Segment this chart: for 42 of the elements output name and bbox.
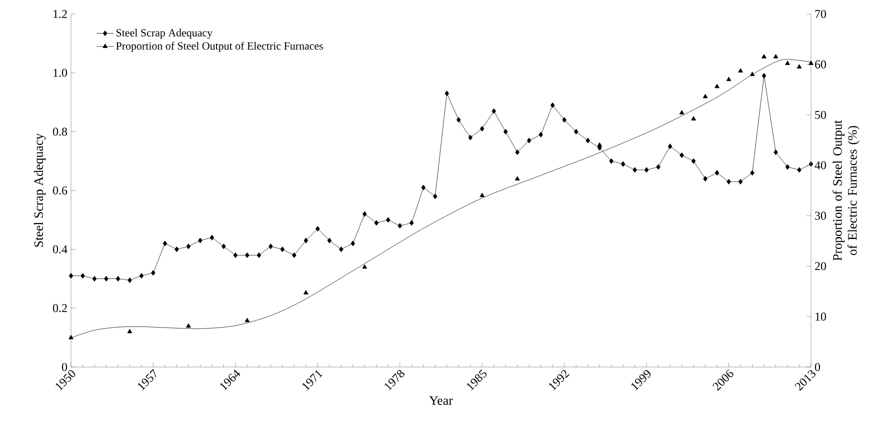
point bbox=[726, 76, 732, 82]
point bbox=[597, 142, 602, 147]
y2-tick-label: 50 bbox=[815, 110, 826, 119]
x-axis-title: Year bbox=[429, 396, 453, 405]
y2-tick-label: 10 bbox=[816, 312, 826, 321]
point bbox=[679, 110, 684, 114]
y2-tick-label: 0 bbox=[814, 362, 820, 372]
point bbox=[738, 68, 743, 72]
point bbox=[362, 264, 368, 269]
y2-tick-label: 30 bbox=[815, 212, 826, 220]
legend-label: Steel Scrap Adequacy bbox=[116, 28, 213, 39]
point bbox=[808, 60, 814, 65]
point bbox=[691, 116, 696, 120]
y-tick-label: 0.2 bbox=[52, 304, 67, 312]
legend-label: Proportion of Steel Output of Electric Furnaces bbox=[116, 42, 323, 52]
point bbox=[750, 72, 755, 76]
y-tick-label: 0.6 bbox=[52, 186, 68, 195]
point bbox=[514, 176, 520, 180]
y2-axis-title: Proportion of Steel Output of Electric Furnaces (%) bbox=[832, 120, 860, 261]
point bbox=[702, 94, 708, 98]
point bbox=[186, 323, 191, 328]
y-axis-title: Steel Scrap Adequacy bbox=[34, 133, 46, 247]
point bbox=[127, 328, 132, 334]
y-tick-label: 0.8 bbox=[52, 128, 68, 136]
point bbox=[773, 54, 778, 58]
x-tick-label: 1971 bbox=[302, 370, 323, 390]
y2-tick-label: 70 bbox=[815, 10, 826, 18]
point bbox=[303, 290, 308, 294]
y-tick-label: 1.0 bbox=[54, 68, 68, 77]
y-tick-label: 0 bbox=[62, 362, 68, 372]
point bbox=[244, 318, 250, 322]
point bbox=[68, 334, 74, 340]
y-tick-label: 0.4 bbox=[52, 245, 68, 254]
y-tick-label: 1.2 bbox=[54, 10, 67, 18]
y2-tick-label: 60 bbox=[815, 60, 826, 68]
point bbox=[796, 64, 802, 68]
y2-tick-label: 20 bbox=[815, 262, 826, 270]
point bbox=[714, 84, 720, 88]
point bbox=[785, 60, 790, 65]
y2-tick-label: 40 bbox=[814, 161, 826, 170]
point bbox=[480, 192, 485, 198]
point bbox=[762, 54, 766, 58]
